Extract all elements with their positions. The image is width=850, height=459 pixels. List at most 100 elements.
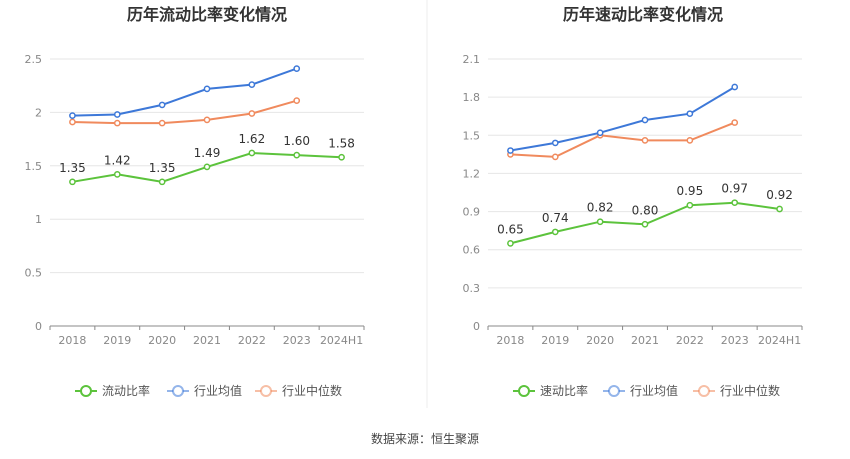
data-point[interactable] bbox=[731, 119, 739, 126]
data-label: 1.35 bbox=[59, 161, 86, 175]
data-label: 1.62 bbox=[238, 132, 265, 146]
data-point[interactable] bbox=[293, 151, 301, 159]
data-label: 0.92 bbox=[766, 188, 793, 202]
x-tick-label: 2019 bbox=[103, 334, 131, 347]
x-tick-label: 2018 bbox=[58, 334, 86, 347]
legend-label[interactable]: 行业中位数 bbox=[720, 383, 780, 398]
x-tick-label: 2024H1 bbox=[320, 334, 363, 347]
x-tick-label: 2022 bbox=[676, 334, 704, 347]
data-point[interactable] bbox=[731, 199, 739, 207]
y-tick-label: 1.5 bbox=[25, 160, 43, 173]
series-line bbox=[72, 67, 298, 117]
legend-marker[interactable] bbox=[698, 385, 710, 397]
legend-marker[interactable] bbox=[80, 385, 92, 397]
source-text: 数据来源：恒生聚源 bbox=[371, 431, 479, 446]
data-point[interactable] bbox=[203, 163, 211, 171]
x-tick-label: 2022 bbox=[238, 334, 266, 347]
y-tick-label: 1 bbox=[35, 213, 42, 226]
data-point[interactable] bbox=[641, 220, 649, 228]
data-label: 0.97 bbox=[721, 182, 748, 196]
legend-marker[interactable] bbox=[518, 385, 530, 397]
series-line bbox=[510, 121, 736, 158]
data-point[interactable] bbox=[69, 178, 76, 186]
data-point[interactable] bbox=[731, 83, 739, 91]
data-point[interactable] bbox=[641, 116, 649, 124]
x-tick-label: 2024H1 bbox=[758, 334, 801, 347]
y-tick-label: 1.5 bbox=[463, 129, 481, 142]
legend-label[interactable]: 流动比率 bbox=[102, 383, 150, 398]
y-tick-label: 0.6 bbox=[463, 244, 481, 257]
y-tick-label: 1.8 bbox=[463, 91, 481, 104]
data-point[interactable] bbox=[551, 139, 559, 147]
legend-label[interactable]: 速动比率 bbox=[540, 383, 588, 398]
data-label: 0.80 bbox=[632, 203, 659, 217]
y-tick-label: 0.5 bbox=[25, 267, 43, 280]
series-line bbox=[72, 99, 297, 125]
data-point[interactable] bbox=[248, 110, 256, 117]
data-point[interactable] bbox=[69, 118, 76, 126]
data-point[interactable] bbox=[69, 112, 76, 119]
data-point[interactable] bbox=[551, 153, 559, 161]
data-point[interactable] bbox=[507, 240, 514, 247]
data-label: 1.35 bbox=[149, 161, 176, 175]
data-point[interactable] bbox=[776, 205, 783, 213]
data-point[interactable] bbox=[158, 101, 166, 109]
data-point[interactable] bbox=[551, 228, 559, 236]
legend-label[interactable]: 行业中位数 bbox=[282, 383, 342, 398]
x-tick-label: 2021 bbox=[631, 334, 659, 347]
data-label: 1.60 bbox=[283, 134, 310, 148]
data-point[interactable] bbox=[507, 147, 514, 154]
legend-marker[interactable] bbox=[260, 385, 272, 397]
current-ratio-chart: 历年流动比率变化情况 0 0.5 1 1.5 2 2.5 2018 2019 2020 2021 20… bbox=[25, 5, 365, 398]
data-point[interactable] bbox=[686, 137, 694, 144]
y-tick-label: 0.9 bbox=[463, 206, 481, 219]
data-point[interactable] bbox=[158, 119, 166, 127]
series-line bbox=[510, 86, 736, 152]
data-point[interactable] bbox=[686, 110, 694, 118]
x-tick-label: 2020 bbox=[148, 334, 176, 347]
y-tick-label: 0 bbox=[35, 320, 42, 333]
data-point[interactable] bbox=[596, 218, 604, 226]
data-point[interactable] bbox=[203, 85, 211, 93]
data-point[interactable] bbox=[641, 137, 649, 144]
data-label: 0.82 bbox=[587, 201, 614, 215]
data-point[interactable] bbox=[293, 65, 301, 72]
data-point[interactable] bbox=[686, 201, 694, 209]
data-label: 1.49 bbox=[194, 146, 221, 160]
data-label: 1.42 bbox=[104, 153, 131, 167]
legend-label[interactable]: 行业均值 bbox=[194, 383, 242, 398]
chart-title: 历年速动比率变化情况 bbox=[563, 5, 723, 24]
data-point[interactable] bbox=[248, 81, 256, 88]
data-point[interactable] bbox=[293, 97, 301, 105]
data-point[interactable] bbox=[113, 170, 121, 178]
quick-ratio-chart: 历年速动比率变化情况 0 0.3 0.6 0.9 1.2 1.5 1.8 2.1 2018 2019… bbox=[463, 5, 803, 398]
x-tick-label: 2018 bbox=[496, 334, 524, 347]
y-tick-label: 0 bbox=[473, 320, 480, 333]
legend-marker[interactable] bbox=[172, 385, 184, 397]
data-label: 0.74 bbox=[542, 211, 569, 225]
legend-marker[interactable] bbox=[608, 385, 620, 397]
chart-title: 历年流动比率变化情况 bbox=[127, 5, 287, 24]
x-tick-label: 2023 bbox=[283, 334, 311, 347]
legend-label[interactable]: 行业均值 bbox=[630, 383, 678, 398]
data-point[interactable] bbox=[203, 116, 211, 124]
y-tick-label: 2 bbox=[35, 106, 42, 119]
data-point[interactable] bbox=[338, 153, 345, 161]
data-label: 0.65 bbox=[497, 222, 524, 236]
data-point[interactable] bbox=[113, 119, 121, 127]
data-point[interactable] bbox=[113, 111, 121, 118]
data-point[interactable] bbox=[596, 129, 604, 137]
data-label: 1.58 bbox=[328, 136, 355, 150]
x-tick-label: 2021 bbox=[193, 334, 221, 347]
y-tick-label: 0.3 bbox=[463, 282, 481, 295]
y-tick-label: 2.1 bbox=[463, 53, 481, 66]
x-tick-label: 2020 bbox=[586, 334, 614, 347]
y-tick-label: 2.5 bbox=[25, 53, 43, 66]
y-tick-label: 1.2 bbox=[463, 167, 481, 180]
data-point[interactable] bbox=[248, 149, 256, 157]
data-label: 0.95 bbox=[676, 184, 703, 198]
x-tick-label: 2023 bbox=[721, 334, 749, 347]
data-point[interactable] bbox=[158, 178, 166, 186]
x-tick-label: 2019 bbox=[541, 334, 569, 347]
